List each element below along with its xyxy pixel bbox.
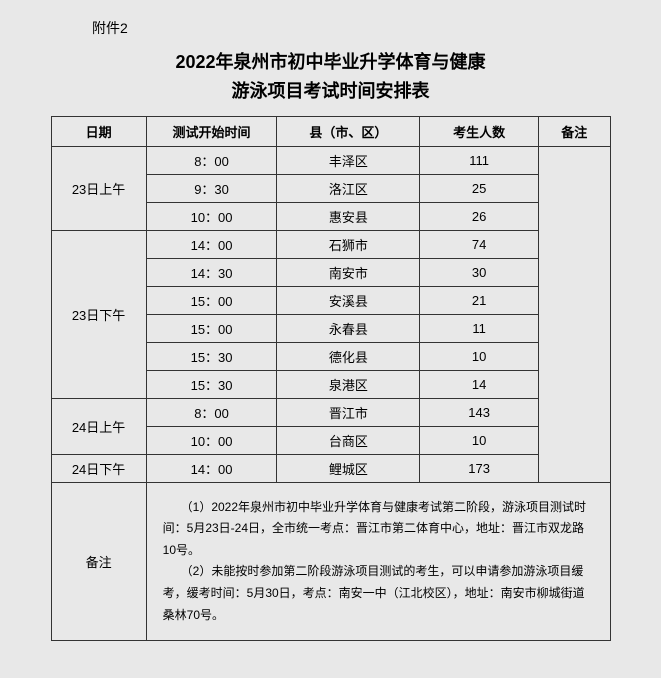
cell-county: 石狮市 (277, 230, 420, 258)
cell-time: 14：00 (146, 230, 277, 258)
notes-label: 备注 (51, 482, 146, 641)
cell-county: 洛江区 (277, 174, 420, 202)
cell-count: 10 (420, 426, 539, 454)
table-row: 24日上午8：00晋江市143 (51, 398, 610, 426)
cell-time: 15：30 (146, 370, 277, 398)
cell-county: 南安市 (277, 258, 420, 286)
th-note: 备注 (539, 116, 610, 146)
cell-count: 14 (420, 370, 539, 398)
cell-note-column (539, 146, 610, 482)
notes-text: （1）2022年泉州市初中毕业升学体育与健康考试第二阶段，游泳项目测试时间：5月… (146, 482, 610, 641)
cell-count: 143 (420, 398, 539, 426)
cell-time: 14：30 (146, 258, 277, 286)
th-time: 测试开始时间 (146, 116, 277, 146)
cell-date: 24日下午 (51, 454, 146, 482)
cell-count: 10 (420, 342, 539, 370)
cell-time: 10：00 (146, 202, 277, 230)
cell-count: 26 (420, 202, 539, 230)
cell-date: 23日下午 (51, 230, 146, 398)
table-row: 23日上午8：00丰泽区111 (51, 146, 610, 174)
title-line-1: 2022年泉州市初中毕业升学体育与健康 (32, 48, 629, 77)
table-row: 23日下午14：00石狮市74 (51, 230, 610, 258)
attachment-label: 附件2 (92, 18, 629, 38)
cell-count: 173 (420, 454, 539, 482)
cell-time: 8：00 (146, 398, 277, 426)
cell-time: 9：30 (146, 174, 277, 202)
cell-count: 111 (420, 146, 539, 174)
title-line-2: 游泳项目考试时间安排表 (32, 77, 629, 106)
cell-county: 泉港区 (277, 370, 420, 398)
cell-county: 丰泽区 (277, 146, 420, 174)
cell-date: 24日上午 (51, 398, 146, 454)
cell-time: 15：30 (146, 342, 277, 370)
cell-county: 永春县 (277, 314, 420, 342)
cell-county: 惠安县 (277, 202, 420, 230)
cell-county: 台商区 (277, 426, 420, 454)
cell-time: 8：00 (146, 146, 277, 174)
cell-county: 晋江市 (277, 398, 420, 426)
cell-count: 25 (420, 174, 539, 202)
cell-county: 鲤城区 (277, 454, 420, 482)
cell-time: 14：00 (146, 454, 277, 482)
notes-row: 备注 （1）2022年泉州市初中毕业升学体育与健康考试第二阶段，游泳项目测试时间… (51, 482, 610, 641)
schedule-table: 日期 测试开始时间 县（市、区） 考生人数 备注 23日上午8：00丰泽区111… (51, 116, 611, 642)
cell-date: 23日上午 (51, 146, 146, 230)
th-count: 考生人数 (420, 116, 539, 146)
cell-time: 15：00 (146, 286, 277, 314)
cell-count: 11 (420, 314, 539, 342)
cell-county: 安溪县 (277, 286, 420, 314)
table-row: 24日下午14：00鲤城区173 (51, 454, 610, 482)
table-header-row: 日期 测试开始时间 县（市、区） 考生人数 备注 (51, 116, 610, 146)
cell-time: 10：00 (146, 426, 277, 454)
cell-count: 74 (420, 230, 539, 258)
cell-count: 21 (420, 286, 539, 314)
cell-count: 30 (420, 258, 539, 286)
cell-county: 德化县 (277, 342, 420, 370)
page-title: 2022年泉州市初中毕业升学体育与健康 游泳项目考试时间安排表 (32, 48, 629, 106)
th-date: 日期 (51, 116, 146, 146)
th-county: 县（市、区） (277, 116, 420, 146)
cell-time: 15：00 (146, 314, 277, 342)
